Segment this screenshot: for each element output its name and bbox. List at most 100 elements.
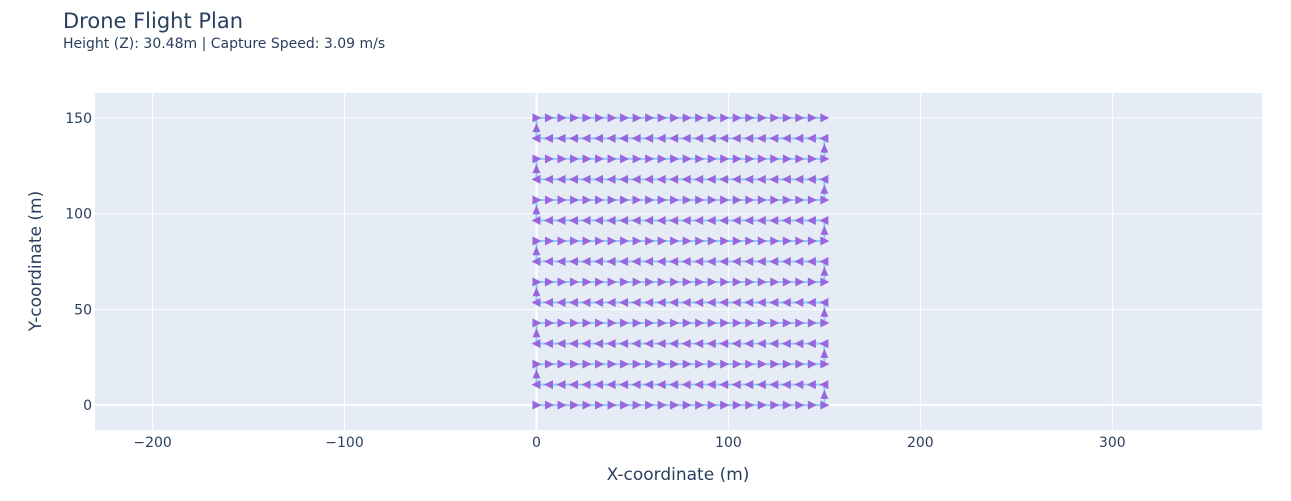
waypoint-arrow [782, 318, 792, 328]
waypoint-arrow [532, 195, 542, 205]
waypoint-arrow [669, 133, 679, 143]
waypoint-arrow [681, 174, 691, 184]
waypoint-arrow [820, 359, 830, 369]
waypoint-arrow [594, 380, 604, 390]
waypoint-arrow [756, 380, 766, 390]
waypoint-arrow [582, 236, 592, 246]
waypoint-arrow [744, 133, 754, 143]
waypoint-arrow [681, 257, 691, 266]
waypoint-arrow [532, 287, 541, 297]
waypoint-arrow [581, 133, 591, 143]
waypoint-arrow [770, 359, 780, 369]
waypoint-arrow [820, 225, 829, 235]
waypoint-arrow [719, 133, 729, 143]
waypoint-arrow [569, 339, 579, 349]
waypoint-arrow [607, 154, 617, 164]
waypoint-arrow [556, 133, 566, 143]
waypoint-arrow [557, 236, 567, 246]
waypoint-arrow [543, 174, 553, 184]
waypoint-arrow [744, 339, 754, 349]
waypoint-arrow [532, 113, 542, 123]
waypoint-arrow [781, 215, 791, 225]
waypoint-arrow [632, 400, 642, 410]
waypoint-arrow [819, 257, 829, 266]
waypoint-arrow [781, 339, 791, 349]
waypoint-arrow [669, 298, 679, 308]
waypoint-arrow [694, 298, 704, 308]
waypoint-arrow [619, 257, 629, 266]
waypoint-arrow [669, 215, 679, 225]
waypoint-arrow [531, 174, 541, 184]
waypoint-arrow [756, 298, 766, 308]
waypoint-arrow [795, 113, 805, 123]
waypoint-arrow [645, 195, 655, 205]
waypoint-arrow [532, 318, 542, 328]
waypoint-arrow [670, 113, 680, 123]
waypoint-arrow [532, 400, 542, 410]
waypoint-arrow [532, 277, 542, 287]
waypoint-arrow [820, 400, 830, 410]
waypoint-arrow [595, 236, 605, 246]
waypoint-arrow [794, 339, 804, 349]
waypoint-arrow [694, 133, 704, 143]
waypoint-arrow [657, 154, 667, 164]
waypoint-arrow [594, 215, 604, 225]
waypoint-arrow [557, 113, 567, 123]
waypoint-arrow [706, 298, 716, 308]
waypoint-arrow [732, 195, 742, 205]
waypoint-arrow [670, 195, 680, 205]
waypoint-arrow [556, 215, 566, 225]
waypoint-arrow [795, 154, 805, 164]
waypoint-arrow [731, 298, 741, 308]
waypoint-arrow [595, 113, 605, 123]
waypoint-arrow [644, 215, 654, 225]
waypoint-arrow [806, 133, 816, 143]
waypoint-arrow [544, 236, 554, 246]
waypoint-arrow [595, 154, 605, 164]
waypoint-arrow [694, 339, 704, 349]
waypoint-arrow [644, 133, 654, 143]
waypoint-arrow [581, 174, 591, 184]
waypoint-arrow [657, 400, 667, 410]
waypoint-arrow [632, 195, 642, 205]
waypoint-arrow [632, 318, 642, 328]
waypoint-arrow [631, 380, 641, 390]
waypoint-arrow [531, 133, 541, 143]
waypoint-arrow [707, 154, 717, 164]
waypoint-arrow [744, 174, 754, 184]
waypoint-arrow [694, 174, 704, 184]
waypoint-arrow [807, 400, 817, 410]
waypoint-arrow [631, 257, 641, 266]
waypoint-arrow [619, 174, 629, 184]
waypoint-arrow [644, 339, 654, 349]
waypoint-arrow [532, 236, 542, 246]
waypoint-arrow [544, 277, 554, 287]
waypoint-arrow [669, 257, 679, 266]
waypoint-arrow [656, 257, 666, 266]
waypoint-arrow [607, 113, 617, 123]
waypoint-arrow [606, 174, 616, 184]
x-axis-title: X-coordinate (m) [607, 465, 750, 485]
waypoint-arrow [695, 359, 705, 369]
waypoint-arrow [707, 277, 717, 287]
waypoint-arrow [770, 154, 780, 164]
waypoint-arrow [619, 298, 629, 308]
waypoint-arrow [532, 246, 541, 256]
waypoint-arrow [706, 133, 716, 143]
waypoint-arrow [632, 359, 642, 369]
waypoint-arrow [644, 298, 654, 308]
waypoint-arrow [594, 339, 604, 349]
waypoint-arrow [694, 215, 704, 225]
waypoint-arrow [606, 298, 616, 308]
waypoint-arrow [770, 236, 780, 246]
waypoint-arrow [620, 236, 630, 246]
waypoint-arrow [607, 359, 617, 369]
waypoint-arrow [806, 215, 816, 225]
waypoint-arrow [695, 154, 705, 164]
waypoint-arrow [782, 113, 792, 123]
y-axis-ticks: 0 50 100 150 [65, 111, 92, 414]
waypoint-arrow [706, 174, 716, 184]
waypoint-arrow [644, 380, 654, 390]
waypoint-arrow [656, 380, 666, 390]
waypoint-arrow [594, 257, 604, 266]
